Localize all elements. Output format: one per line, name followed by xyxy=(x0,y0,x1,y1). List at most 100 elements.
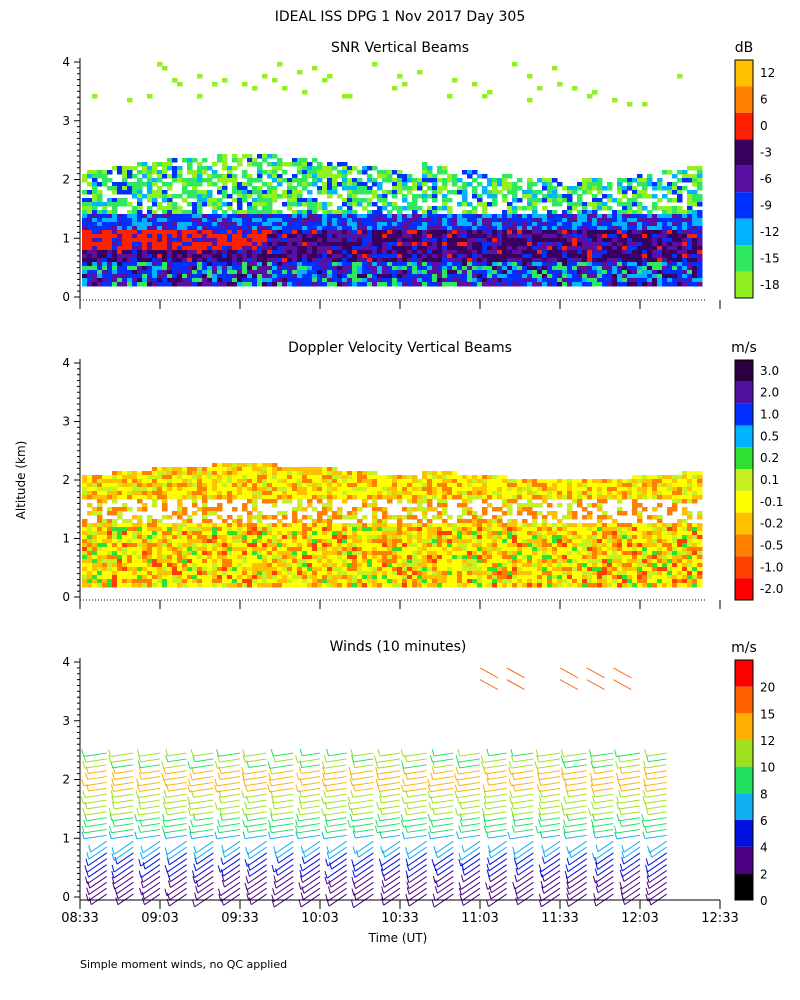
heatmap-cell xyxy=(342,282,348,287)
colorbar-swatch xyxy=(735,271,753,298)
heatmap-cell xyxy=(107,214,113,219)
heatmap-cell xyxy=(282,483,288,488)
heatmap-cell xyxy=(317,519,323,524)
heatmap-cell xyxy=(387,202,393,207)
heatmap-cell xyxy=(347,575,353,580)
heatmap-cell xyxy=(202,278,208,283)
heatmap-cell xyxy=(237,483,243,488)
heatmap-cell xyxy=(127,202,133,207)
heatmap-cell xyxy=(552,234,558,239)
heatmap-cell xyxy=(132,531,138,536)
heatmap-cell xyxy=(117,563,123,568)
heatmap-cell xyxy=(507,282,513,287)
heatmap-cell xyxy=(262,567,268,572)
heatmap-cell xyxy=(632,202,638,207)
heatmap-cell xyxy=(382,238,388,243)
heatmap-cell xyxy=(137,270,143,275)
heatmap-cell xyxy=(112,210,118,215)
heatmap-cell xyxy=(257,234,263,239)
heatmap-cell xyxy=(212,523,218,528)
heatmap-cell xyxy=(137,218,143,223)
heatmap-cell xyxy=(677,194,683,199)
heatmap-cell xyxy=(122,190,128,195)
heatmap-cell xyxy=(647,194,653,199)
heatmap-cell xyxy=(372,210,378,215)
heatmap-cell xyxy=(452,262,458,267)
heatmap-cell xyxy=(397,563,403,568)
heatmap-cell xyxy=(147,535,153,540)
heatmap-cell xyxy=(372,523,378,528)
heatmap-cell xyxy=(337,250,343,255)
heatmap-cell xyxy=(197,567,203,572)
heatmap-cell xyxy=(307,214,313,219)
heatmap-cell xyxy=(607,278,613,283)
heatmap-cell xyxy=(537,246,543,251)
heatmap-cell xyxy=(267,551,273,556)
heatmap-cell xyxy=(467,218,473,223)
heatmap-cell xyxy=(227,234,233,239)
heatmap-cell xyxy=(347,178,353,183)
heatmap-cell xyxy=(692,198,698,203)
heatmap-cell xyxy=(252,515,258,520)
heatmap-cell xyxy=(472,178,478,183)
heatmap-cell xyxy=(142,567,148,572)
heatmap-cell xyxy=(312,158,318,163)
heatmap-cell xyxy=(437,258,443,263)
heatmap-cell xyxy=(142,222,148,227)
heatmap-cell xyxy=(217,559,223,564)
heatmap-cell xyxy=(167,543,173,548)
heatmap-cell xyxy=(537,230,543,235)
heatmap-cell xyxy=(392,551,398,556)
heatmap-cell xyxy=(332,575,338,580)
heatmap-cell xyxy=(347,254,353,259)
heatmap-cell xyxy=(257,186,263,191)
heatmap-cell xyxy=(692,174,698,179)
heatmap-cell xyxy=(352,487,358,492)
heatmap-cell xyxy=(242,503,248,508)
heatmap-cell xyxy=(297,543,303,548)
heatmap-cell xyxy=(137,258,143,263)
heatmap-cell xyxy=(212,174,218,179)
heatmap-cell xyxy=(447,230,453,235)
heatmap-cell xyxy=(252,579,258,584)
heatmap-cell xyxy=(87,531,93,536)
heatmap-cell xyxy=(687,234,693,239)
heatmap-cell xyxy=(332,226,338,231)
heatmap-cell xyxy=(212,547,218,552)
heatmap-cell xyxy=(327,226,333,231)
heatmap-cell xyxy=(367,559,373,564)
heatmap-cell xyxy=(537,226,543,231)
heatmap-cell xyxy=(122,479,128,484)
heatmap-cell xyxy=(92,567,98,572)
heatmap-cell xyxy=(667,266,673,271)
heatmap-cell xyxy=(312,66,318,71)
heatmap-cell xyxy=(182,555,188,560)
heatmap-cell xyxy=(617,242,623,247)
heatmap-cell xyxy=(177,238,183,243)
heatmap-cell xyxy=(342,166,348,171)
heatmap-cell xyxy=(177,274,183,279)
heatmap-cell xyxy=(417,250,423,255)
heatmap-cell xyxy=(212,467,218,472)
heatmap-cell xyxy=(382,555,388,560)
heatmap-cell xyxy=(427,230,433,235)
heatmap-cell xyxy=(427,210,433,215)
heatmap-cell xyxy=(257,242,263,247)
heatmap-cell xyxy=(272,531,278,536)
heatmap-cell xyxy=(602,186,608,191)
heatmap-cell xyxy=(692,210,698,215)
heatmap-cell xyxy=(662,270,668,275)
heatmap-cell xyxy=(237,222,243,227)
heatmap-cell xyxy=(252,503,258,508)
heatmap-cell xyxy=(237,194,243,199)
heatmap-cell xyxy=(157,246,163,251)
heatmap-cell xyxy=(377,214,383,219)
heatmap-cell xyxy=(277,575,283,580)
heatmap-cell xyxy=(372,491,378,496)
heatmap-cell xyxy=(342,274,348,279)
heatmap-cell xyxy=(332,487,338,492)
heatmap-cell xyxy=(187,170,193,175)
heatmap-cell xyxy=(282,543,288,548)
heatmap-cell xyxy=(277,531,283,536)
heatmap-cell xyxy=(492,266,498,271)
